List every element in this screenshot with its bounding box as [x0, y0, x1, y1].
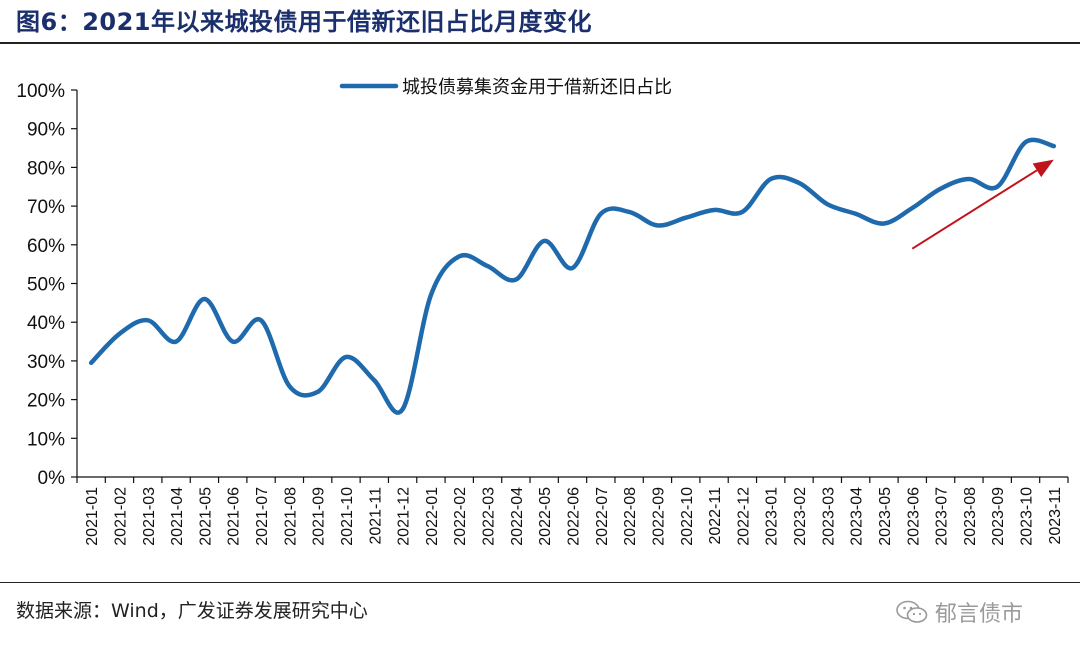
x-axis: 2021-01 2021-02 2021-03 2021-04 2021-05 2021-… — [76, 476, 1069, 546]
line-chart: 0% 10% 20% 30% 40% 50% 60% 70% 80% 90% 100% 2021-0… — [16, 77, 1069, 546]
x-tick-label: 2022-11 — [707, 487, 724, 545]
y-tick-label: 30% — [27, 352, 65, 373]
watermark-text: 郁言债市 — [935, 602, 1024, 627]
y-tick-label: 80% — [27, 158, 65, 179]
x-tick-label: 2021-05 — [197, 487, 214, 546]
x-tick-label: 2022-02 — [452, 487, 469, 546]
x-tick-label: 2021-04 — [169, 487, 186, 546]
x-tick-label: 2021-03 — [141, 487, 158, 546]
source-note: 数据来源：Wind，广发证券发展研究中心 — [16, 600, 368, 622]
x-tick-label: 2022-06 — [566, 487, 583, 546]
series-line — [88, 137, 1057, 415]
y-tick-label: 10% — [27, 429, 65, 450]
y-tick-label: 0% — [38, 468, 66, 489]
x-tick-label: 2022-03 — [481, 487, 498, 546]
x-tick-label: 2021-07 — [254, 487, 271, 546]
x-tick-label: 2023-07 — [934, 487, 951, 546]
x-tick-label: 2022-01 — [424, 487, 441, 546]
x-tick-label: 2022-05 — [537, 487, 554, 546]
y-tick-label: 40% — [27, 313, 65, 334]
annotation-layer — [911, 159, 1054, 250]
x-tick-label: 2022-10 — [679, 487, 696, 546]
chart-title: 图6：2021年以来城投债用于借新还旧占比月度变化 — [16, 8, 592, 36]
x-tick-label: 2022-04 — [509, 487, 526, 546]
y-tick-label: 70% — [27, 197, 65, 218]
x-tick-label: 2023-08 — [962, 487, 979, 546]
x-tick-label: 2023-04 — [849, 487, 866, 546]
x-tick-label: 2023-11 — [1047, 487, 1064, 545]
y-tick-label: 50% — [27, 275, 65, 296]
x-tick-label: 2023-05 — [877, 487, 894, 546]
series-layer — [88, 137, 1057, 415]
y-tick-label: 90% — [27, 120, 65, 141]
y-tick-label: 60% — [27, 236, 65, 257]
x-tick-label: 2023-02 — [792, 487, 809, 546]
x-tick-label: 2023-10 — [1019, 487, 1036, 546]
x-tick-label: 2023-06 — [905, 487, 922, 546]
x-tick-label: 2021-06 — [226, 487, 243, 546]
y-tick-label: 20% — [27, 391, 65, 412]
wechat-icon — [896, 600, 928, 623]
legend-label: 城投债募集资金用于借新还旧占比 — [402, 77, 672, 98]
x-tick-label: 2023-01 — [764, 487, 781, 546]
y-axis: 0% 10% 20% 30% 40% 50% 60% 70% 80% 90% 100% — [16, 81, 78, 489]
x-tick-label: 2021-01 — [84, 487, 101, 546]
top-divider — [0, 42, 1080, 44]
x-tick-label: 2022-07 — [594, 487, 611, 546]
y-tick-label: 100% — [16, 81, 65, 102]
x-tick-label: 2021-10 — [339, 487, 356, 546]
bottom-divider — [0, 582, 1080, 583]
watermark: 郁言债市 — [895, 596, 1023, 628]
x-tick-label: 2022-08 — [622, 487, 639, 546]
x-tick-label: 2021-02 — [112, 487, 129, 546]
x-tick-label: 2022-09 — [650, 487, 667, 546]
x-tick-label: 2023-09 — [990, 487, 1007, 546]
x-tick-label: 2023-03 — [820, 487, 837, 546]
x-tick-label: 2021-11 — [367, 487, 384, 545]
x-tick-label: 2021-08 — [282, 487, 299, 546]
x-tick-label: 2022-12 — [735, 487, 752, 546]
x-tick-label: 2021-09 — [311, 487, 328, 546]
trend-arrow-line — [911, 169, 1038, 250]
legend: 城投债募集资金用于借新还旧占比 — [339, 77, 672, 98]
trend-arrow-head — [1032, 159, 1054, 178]
x-tick-label: 2021-12 — [396, 487, 413, 546]
